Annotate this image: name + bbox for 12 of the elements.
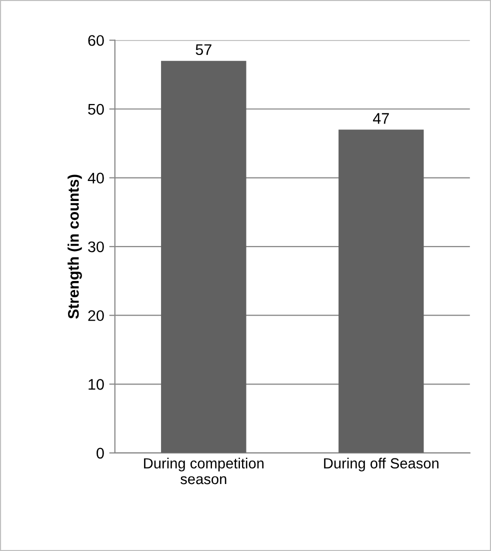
x-tick-label: During off Season (324, 458, 438, 472)
x-tick-label: During competition season (144, 458, 264, 484)
y-tick-label: 20 (88, 310, 104, 322)
y-tick-label: 40 (88, 172, 104, 184)
y-tick-label: 10 (88, 379, 104, 390)
data-label: 57 (196, 44, 212, 56)
y-axis-title: Strength (in counts) (68, 174, 82, 319)
y-tick-label: 0 (96, 448, 104, 459)
y-tick-label: 50 (88, 104, 104, 115)
data-label: 47 (372, 113, 389, 124)
y-tick-label: 30 (88, 241, 104, 252)
y-tick-label: 60 (88, 35, 104, 46)
